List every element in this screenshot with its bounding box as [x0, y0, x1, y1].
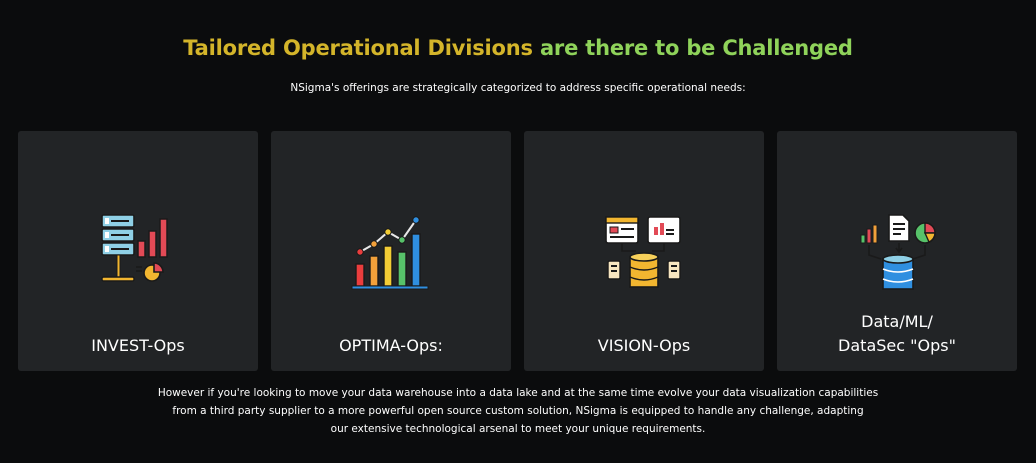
- card-optima-ops[interactable]: OPTIMA-Ops:: [271, 131, 511, 371]
- server-bar-chart-icon: [18, 203, 258, 303]
- footer-line-1: However if you're looking to move your d…: [157, 387, 879, 399]
- section-subtitle: NSigma's offerings are strategically cat…: [290, 82, 746, 94]
- title-highlight: Tailored Operational Divisions: [183, 36, 533, 60]
- footer-description: However if you're looking to move your d…: [0, 384, 1036, 438]
- card-label-line1: Data/ML/: [861, 312, 933, 331]
- data-analytics-database-icon: [777, 203, 1017, 303]
- card-label-line2: DataSec "Ops": [838, 336, 956, 355]
- title-rest: are there to be Challenged: [539, 36, 853, 60]
- card-vision-ops[interactable]: VISION-Ops: [524, 131, 764, 371]
- card-label: INVEST-Ops: [91, 336, 185, 355]
- section-title: Tailored Operational Divisions are there…: [0, 36, 1036, 60]
- card-invest-ops[interactable]: INVEST-Ops: [18, 131, 258, 371]
- card-label: VISION-Ops: [597, 336, 691, 355]
- footer-line-2: from a third party supplier to a more po…: [172, 405, 864, 417]
- card-data-ml-datasec-ops[interactable]: Data/ML/ DataSec "Ops": [777, 131, 1017, 371]
- growth-bar-chart-icon: [271, 203, 511, 303]
- footer-line-3: our extensive technological arsenal to m…: [330, 423, 706, 435]
- dashboard-database-icon: [524, 203, 764, 303]
- card-label: OPTIMA-Ops:: [339, 336, 443, 355]
